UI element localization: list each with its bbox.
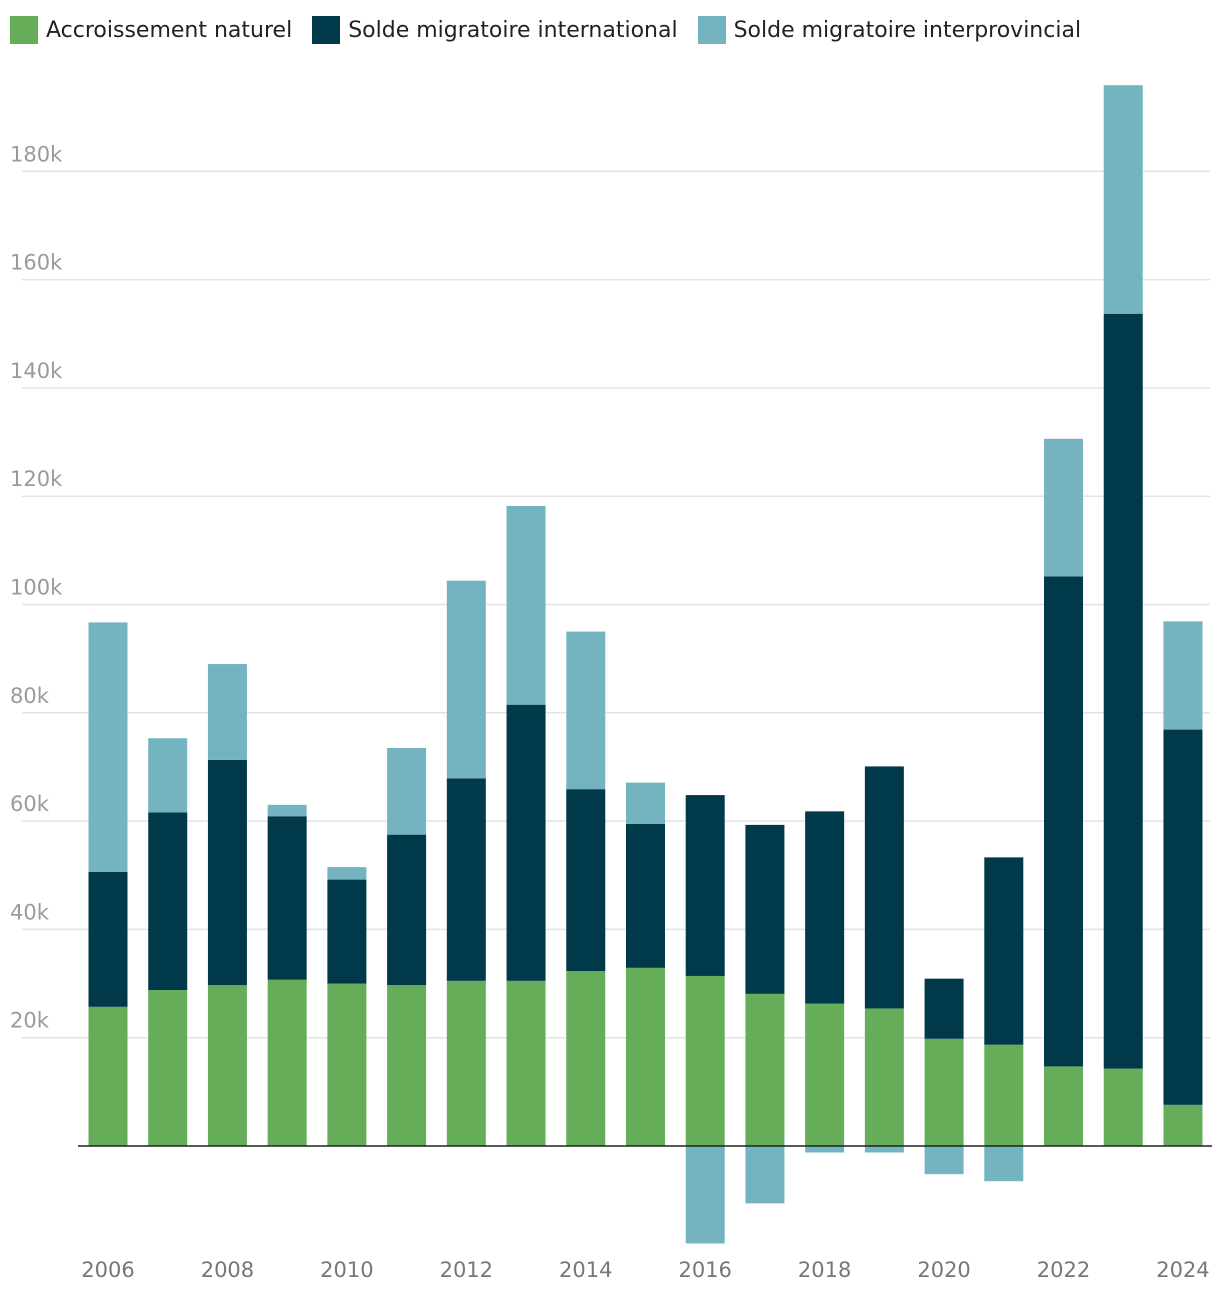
legend-label-solde-international: Solde migratoire international (348, 17, 678, 43)
legend-swatch-accroissement-naturel (10, 16, 38, 44)
bar-segment-2017-series-0[interactable] (745, 993, 785, 1146)
bar-segment-2008-series-1[interactable] (207, 759, 247, 986)
legend: Accroissement naturel Solde migratoire i… (10, 12, 1081, 48)
legend-item-solde-interprovincial[interactable]: Solde migratoire interprovincial (697, 16, 1082, 44)
bar-segment-2022-series-2[interactable] (1044, 438, 1084, 577)
bar-segment-2022-series-1[interactable] (1044, 576, 1084, 1067)
bar-segment-2013-series-1[interactable] (506, 704, 546, 981)
bar-segment-2008-series-2[interactable] (207, 664, 247, 760)
bar-segment-2010-series-0[interactable] (327, 983, 367, 1146)
bar-segment-2011-series-0[interactable] (387, 985, 427, 1146)
legend-swatch-solde-international (312, 16, 341, 44)
bar-segment-2015-series-0[interactable] (625, 967, 665, 1146)
bar-segment-2014-series-2[interactable] (566, 631, 606, 790)
bar-segment-2006-series-0[interactable] (88, 1006, 128, 1146)
y-tick-label: 60k (10, 792, 50, 816)
bar-segment-2009-series-1[interactable] (267, 816, 307, 980)
bar-segment-2015-series-1[interactable] (625, 823, 665, 968)
bar-segment-2006-series-2[interactable] (88, 622, 128, 873)
bar-segment-2013-series-0[interactable] (506, 980, 546, 1146)
y-tick-label: 100k (10, 576, 63, 600)
bar-segment-2024-series-1[interactable] (1163, 729, 1203, 1105)
bar-segment-2011-series-1[interactable] (387, 834, 427, 986)
bar-segment-2024-series-2[interactable] (1163, 621, 1203, 730)
bar-segment-2016-series-1[interactable] (685, 795, 725, 976)
x-tick-label: 2012 (440, 1258, 493, 1282)
bar-segment-2017-series-2[interactable] (745, 1146, 785, 1204)
bar-segment-2019-series-0[interactable] (864, 1008, 904, 1146)
bar-segment-2013-series-2[interactable] (506, 505, 546, 705)
y-tick-label: 180k (10, 142, 63, 166)
x-tick-label: 2006 (81, 1258, 134, 1282)
y-tick-label: 140k (10, 359, 63, 383)
y-tick-label: 20k (10, 1009, 50, 1033)
legend-label-solde-interprovincial: Solde migratoire interprovincial (733, 17, 1082, 43)
bar-segment-2019-series-2[interactable] (864, 1146, 904, 1153)
x-tick-label: 2020 (917, 1258, 970, 1282)
gridlines (22, 170, 1210, 1039)
y-tick-label: 160k (10, 251, 63, 275)
bar-segment-2012-series-0[interactable] (446, 980, 486, 1146)
legend-label-accroissement-naturel: Accroissement naturel (46, 17, 293, 43)
bar-segment-2012-series-1[interactable] (446, 778, 486, 981)
x-tick-label: 2010 (320, 1258, 373, 1282)
y-axis-tick-labels: 20k 40k 60k 80k 100k 120k 140k 160k 180k (10, 142, 63, 1032)
bar-segment-2021-series-0[interactable] (984, 1044, 1024, 1146)
bar-segment-2009-series-0[interactable] (267, 979, 307, 1146)
bar-segment-2018-series-2[interactable] (805, 1146, 845, 1153)
bar-segment-2016-series-2[interactable] (685, 1146, 725, 1244)
x-tick-label: 2022 (1037, 1258, 1090, 1282)
bar-segment-2007-series-0[interactable] (148, 990, 188, 1146)
bar-segment-2017-series-1[interactable] (745, 824, 785, 994)
bar-segment-2008-series-0[interactable] (207, 985, 247, 1146)
bar-segment-2015-series-2[interactable] (625, 782, 665, 824)
legend-item-solde-international[interactable]: Solde migratoire international (312, 16, 678, 44)
bar-segment-2011-series-2[interactable] (387, 747, 427, 835)
bar-segment-2010-series-1[interactable] (327, 879, 367, 984)
bar-segment-2020-series-2[interactable] (924, 1146, 964, 1175)
x-tick-label: 2024 (1156, 1258, 1209, 1282)
bar-segment-2020-series-1[interactable] (924, 978, 964, 1039)
bar-segment-2014-series-0[interactable] (566, 971, 606, 1146)
bar-segment-2023-series-0[interactable] (1103, 1068, 1143, 1146)
bar-segment-2023-series-2[interactable] (1103, 85, 1143, 314)
x-tick-label: 2014 (559, 1258, 612, 1282)
x-tick-label: 2008 (201, 1258, 254, 1282)
y-tick-label: 120k (10, 467, 63, 491)
bar-segment-2019-series-1[interactable] (864, 766, 904, 1009)
bar-segment-2012-series-2[interactable] (446, 580, 486, 779)
bars (88, 85, 1203, 1244)
legend-swatch-solde-interprovincial (697, 16, 726, 44)
x-tick-label: 2018 (798, 1258, 851, 1282)
x-axis-tick-labels: 2006 2008 2010 2012 2014 2016 2018 2020 2022 2024 (81, 1258, 1209, 1282)
y-tick-label: 40k (10, 900, 50, 924)
bar-segment-2023-series-1[interactable] (1103, 313, 1143, 1069)
bar-segment-2021-series-1[interactable] (984, 857, 1024, 1045)
y-tick-label: 80k (10, 684, 50, 708)
bar-segment-2018-series-1[interactable] (805, 811, 845, 1004)
bar-segment-2022-series-0[interactable] (1044, 1066, 1084, 1146)
bar-segment-2020-series-0[interactable] (924, 1038, 964, 1146)
bar-segment-2007-series-1[interactable] (148, 812, 188, 991)
bar-segment-2021-series-2[interactable] (984, 1146, 1024, 1182)
legend-item-accroissement-naturel[interactable]: Accroissement naturel (10, 16, 292, 44)
bar-segment-2024-series-0[interactable] (1163, 1104, 1203, 1146)
bar-segment-2009-series-2[interactable] (267, 804, 307, 817)
bar-segment-2006-series-1[interactable] (88, 872, 128, 1007)
bar-segment-2010-series-2[interactable] (327, 867, 367, 880)
x-tick-label: 2016 (678, 1258, 731, 1282)
bar-segment-2016-series-0[interactable] (685, 975, 725, 1146)
bar-segment-2014-series-1[interactable] (566, 789, 606, 972)
bar-segment-2007-series-2[interactable] (148, 738, 188, 813)
bar-segment-2018-series-0[interactable] (805, 1003, 845, 1146)
